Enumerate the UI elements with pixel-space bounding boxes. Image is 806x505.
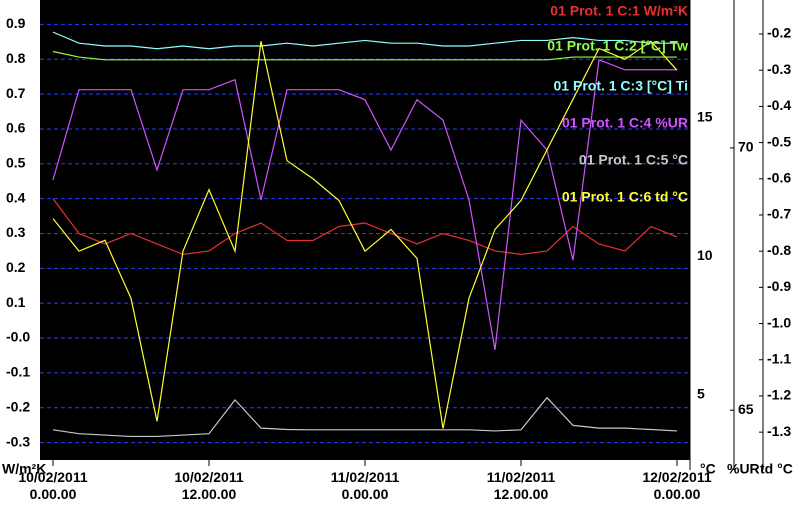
legend-entry: 01 Prot. 1 C:1 W/m²K [550, 3, 688, 19]
legend-entry: 01 Prot. 1 C:2 [°C] Tw [547, 38, 688, 54]
y-tick-label: 0.4 [6, 189, 26, 205]
y4-tick-label: -1.2 [767, 387, 791, 403]
y4-tick-label: -0.5 [767, 133, 791, 149]
plot-area [40, 0, 690, 460]
legend-entry: 01 Prot. 1 C:5 °C [579, 152, 688, 168]
y-tick-label: 0.8 [6, 50, 26, 66]
series-line [52, 198, 678, 256]
series-line [52, 50, 677, 61]
y-tick-label: 0.2 [6, 259, 26, 275]
y2-tick-label: 10 [697, 247, 713, 263]
x-tick-label: 12/02/2011 0.00.00 [642, 469, 712, 502]
y4-tick-label: -0.6 [767, 169, 791, 185]
y-tick-label: 0.5 [6, 154, 26, 170]
y4-tick-label: -0.9 [767, 278, 791, 294]
y3-tick-label: 65 [738, 401, 754, 417]
x-tick-label: 11/02/2011 12.00.00 [487, 469, 556, 502]
y-tick-label: 0.9 [6, 15, 26, 31]
series-line [52, 40, 678, 429]
y-tick-label: -0.1 [6, 364, 30, 380]
series-line [52, 396, 678, 438]
x-tick-label: 10/02/2011 12.00.00 [174, 469, 244, 502]
y-tick-label: -0.0 [6, 329, 30, 345]
y-tick-label: 0.7 [6, 85, 26, 101]
y4-tick-label: -0.4 [767, 97, 791, 113]
y3-tick-label: 70 [738, 139, 754, 155]
series-line [52, 31, 677, 50]
legend-entry: 01 Prot. 1 C:4 %UR [562, 115, 688, 131]
y-tick-label: 0.1 [6, 294, 26, 310]
y-tick-label: -0.3 [6, 433, 30, 449]
series-line [52, 58, 677, 350]
y4-tick-label: -1.0 [767, 314, 791, 330]
y-axis-title: W/m²K [2, 461, 46, 477]
y4-tick-label: -0.3 [767, 61, 791, 77]
legend-entry: 01 Prot. 1 C:3 [°C] Ti [554, 78, 688, 94]
y4-tick-label: -0.8 [767, 242, 791, 258]
y4-tick-label: -0.2 [767, 25, 791, 41]
y-tick-label: -0.2 [6, 398, 30, 414]
legend-entry: 01 Prot. 1 C:6 td °C [562, 189, 688, 205]
y2-tick-label: 15 [697, 109, 713, 125]
y2-axis-title: °C [700, 461, 716, 477]
y-tick-label: 0.6 [6, 120, 26, 136]
y4-tick-label: -0.7 [767, 206, 791, 222]
y4-tick-label: -1.3 [767, 423, 791, 439]
y2-tick-label: 5 [697, 386, 705, 402]
x-tick-label: 10/02/2011 0.00.00 [18, 469, 88, 502]
x-tick-label: 11/02/2011 0.00.00 [331, 469, 400, 502]
y-tick-label: 0.3 [6, 224, 26, 240]
y3-axis-title: %UR [727, 461, 760, 477]
y4-axis-title: td °C [760, 461, 793, 477]
y4-tick-label: -1.1 [767, 350, 791, 366]
